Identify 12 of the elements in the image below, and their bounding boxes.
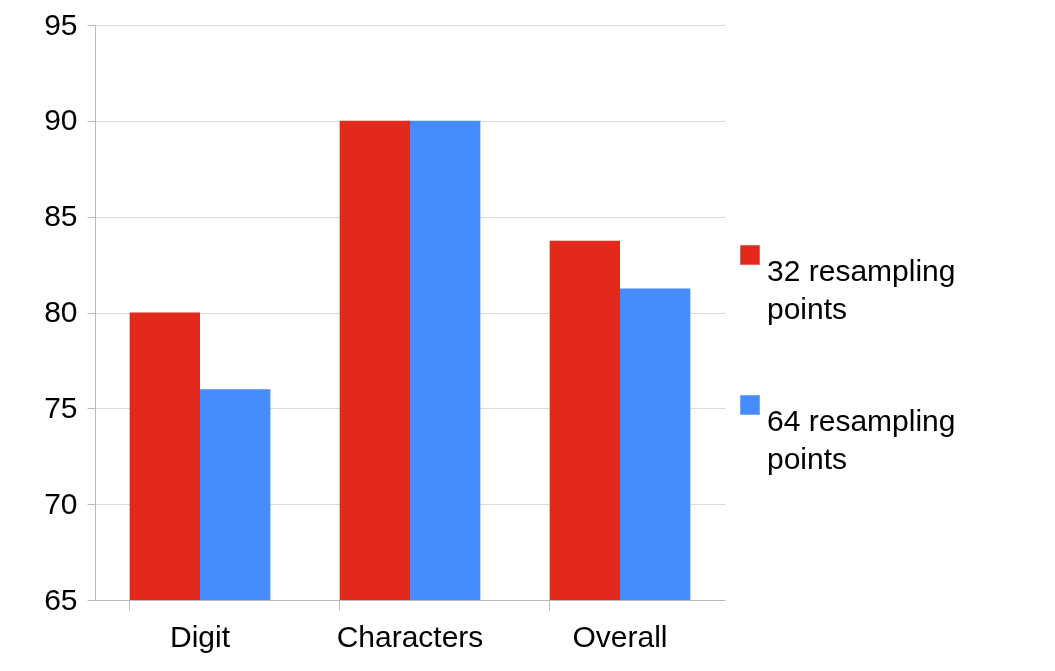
legend-label: 64 resampling points — [767, 404, 956, 475]
y-tick-label: 75 — [44, 390, 78, 424]
y-tick-label: 65 — [44, 582, 78, 616]
x-tick-label: Digit — [169, 619, 231, 653]
legend-label: 32 resampling points — [767, 254, 956, 325]
y-tick-label: 70 — [44, 486, 78, 520]
y-tick-label: 90 — [44, 103, 78, 137]
y-tick-label: 85 — [44, 199, 78, 233]
x-tick-label: Characters — [336, 619, 484, 653]
y-tick-label: 95 — [44, 7, 78, 41]
y-tick-label: 80 — [44, 295, 78, 328]
x-tick-label: Overall — [572, 619, 668, 653]
